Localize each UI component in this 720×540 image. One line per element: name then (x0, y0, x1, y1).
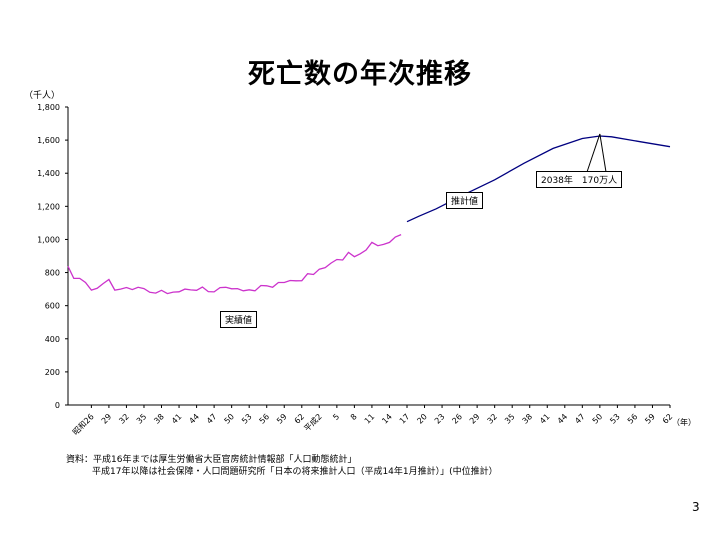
annotation-projected-values: 推計値 (446, 192, 484, 209)
x-tick-label: 47 (205, 412, 219, 426)
annotation-actual-values: 実績値 (220, 311, 258, 328)
x-tick-label: 47 (573, 412, 587, 426)
x-tick-label: 35 (503, 412, 517, 426)
x-axis-unit-label: （年） (672, 417, 696, 427)
source-note-line2: 平成17年以降は社会保障・人口問題研究所「日本の将来推計人口（平成14年1月推計… (92, 467, 498, 477)
series-line-projected (406, 135, 671, 223)
x-tick-label: 23 (433, 412, 447, 426)
x-tick-label: 14 (380, 412, 394, 426)
chart-title: 死亡数の年次推移 (248, 59, 472, 90)
y-tick-label: 0 (55, 401, 60, 410)
x-tick-label: 50 (591, 412, 605, 426)
x-tick-label: 53 (240, 412, 254, 426)
y-tick-label: 400 (45, 335, 60, 344)
x-tick-label: 32 (486, 412, 500, 426)
annotation-peak-2038: 2038年 170万人 (536, 171, 623, 188)
x-tick-label: 53 (608, 412, 622, 426)
x-tick-label: 41 (170, 412, 184, 426)
x-tick-label: 32 (117, 412, 131, 426)
x-tick-label: 41 (538, 412, 552, 426)
x-tick-label: 平成2 (302, 411, 324, 433)
x-tick-label: 29 (100, 412, 114, 426)
x-tick-label: 昭和26 (71, 412, 96, 437)
x-tick-label: 38 (152, 412, 166, 426)
y-tick-label: 800 (45, 269, 60, 278)
x-tick-label: 35 (135, 412, 149, 426)
x-tick-label: 11 (363, 412, 377, 426)
series-line-actual (67, 233, 402, 295)
peak-callout-line-left (586, 133, 601, 173)
peak-callout-line-right (599, 133, 607, 173)
x-tick-label: 29 (468, 412, 482, 426)
x-tick-label: 8 (349, 412, 359, 422)
x-tick-label: 50 (222, 412, 236, 426)
x-tick-label: 44 (187, 412, 201, 426)
x-tick-label: 59 (275, 412, 289, 426)
y-tick-label: 1,400 (37, 169, 60, 178)
y-tick-label: 1,600 (37, 136, 60, 145)
x-tick-label: 59 (643, 412, 657, 426)
source-note-line1: 資料：平成16年までは厚生労働省大臣官房統計情報部「人口動態統計」 (66, 455, 357, 465)
page-number: 3 (692, 500, 700, 514)
y-tick-label: 200 (45, 368, 60, 377)
y-tick-label: 1,200 (37, 202, 60, 211)
x-tick-label: 20 (415, 412, 429, 426)
y-tick-label: 1,800 (37, 103, 60, 112)
x-tick-label: 62 (293, 412, 307, 426)
y-axis-unit-label: （千人） (24, 91, 61, 101)
x-tick-label: 5 (331, 412, 341, 422)
x-tick-label: 56 (258, 412, 272, 426)
y-tick-label: 1,000 (37, 235, 60, 244)
x-tick-label: 56 (626, 412, 640, 426)
x-tick-label: 17 (398, 412, 412, 426)
y-tick-label: 600 (45, 302, 60, 311)
x-tick-label: 26 (450, 412, 464, 426)
x-tick-label: 38 (521, 412, 535, 426)
x-tick-label: 44 (556, 412, 570, 426)
